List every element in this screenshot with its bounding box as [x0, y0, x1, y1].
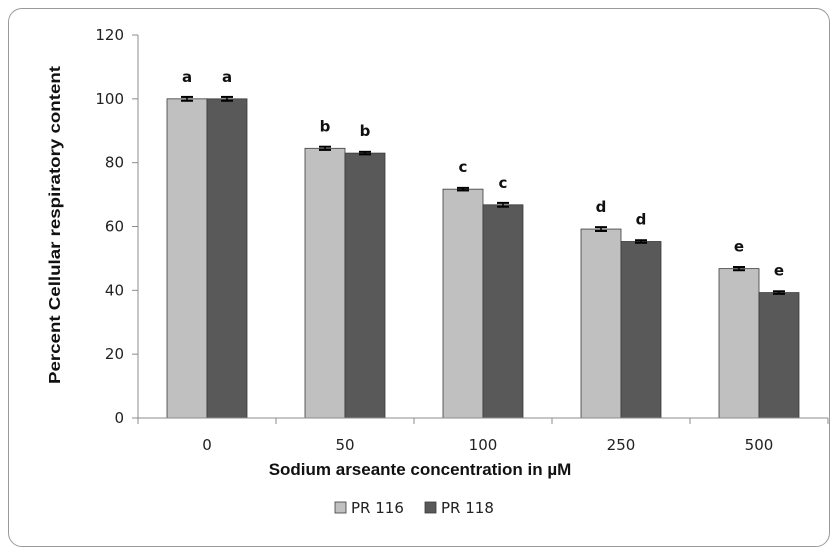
y-tick-label: 0 [114, 409, 124, 427]
y-axis-ticks: 0 20 40 60 80 100 120 [95, 26, 138, 427]
y-tick-label: 120 [95, 26, 124, 44]
significance-letter: d [636, 211, 647, 229]
significance-letter: c [499, 174, 508, 192]
y-tick-label: 100 [95, 90, 124, 108]
significance-letter: b [360, 122, 371, 140]
bar-pr-118-0 [206, 98, 248, 419]
significance-letter: d [596, 198, 607, 216]
significance-letter: a [222, 68, 232, 86]
x-tick-label: 0 [202, 436, 212, 454]
bars: a b c d e a b c d e [166, 68, 800, 419]
chart-frame [8, 8, 830, 547]
x-tick-label: 50 [335, 436, 354, 454]
significance-letter: c [459, 158, 468, 176]
bar-pr-116-0 [166, 98, 208, 419]
x-tick-label: 500 [745, 436, 774, 454]
legend-swatch-pr-118 [424, 501, 437, 514]
significance-letter: a [182, 68, 192, 86]
bar-pr-116-500 [718, 268, 760, 419]
bar-pr-118-100 [482, 204, 524, 419]
y-tick-label: 60 [105, 218, 124, 236]
legend: PR 116 PR 118 [334, 499, 494, 517]
x-axis-title: Sodium arseante concentration in µM [269, 460, 572, 479]
significance-letter: e [734, 238, 744, 256]
y-tick-label: 80 [105, 154, 124, 172]
legend-swatch-pr-116 [334, 501, 347, 514]
bar-pr-118-50 [344, 152, 386, 419]
y-axis-title: Percent Cellular respiratory content [47, 65, 64, 384]
legend-label: PR 118 [441, 499, 494, 517]
significance-letter: e [774, 262, 784, 280]
legend-label: PR 116 [351, 499, 404, 517]
bar-pr-116-50 [304, 147, 346, 419]
y-tick-label: 40 [105, 281, 124, 299]
x-tick-label: 250 [607, 436, 636, 454]
bar-pr-116-100 [442, 188, 484, 419]
x-tick-label: 100 [469, 436, 498, 454]
y-tick-label: 20 [105, 345, 124, 363]
bar-pr-116-250 [580, 228, 622, 419]
significance-letter: b [320, 117, 331, 135]
bar-pr-118-500 [758, 292, 800, 419]
bar-pr-118-250 [620, 241, 662, 419]
x-axis-ticks: 0 50 100 250 500 [137, 418, 829, 454]
